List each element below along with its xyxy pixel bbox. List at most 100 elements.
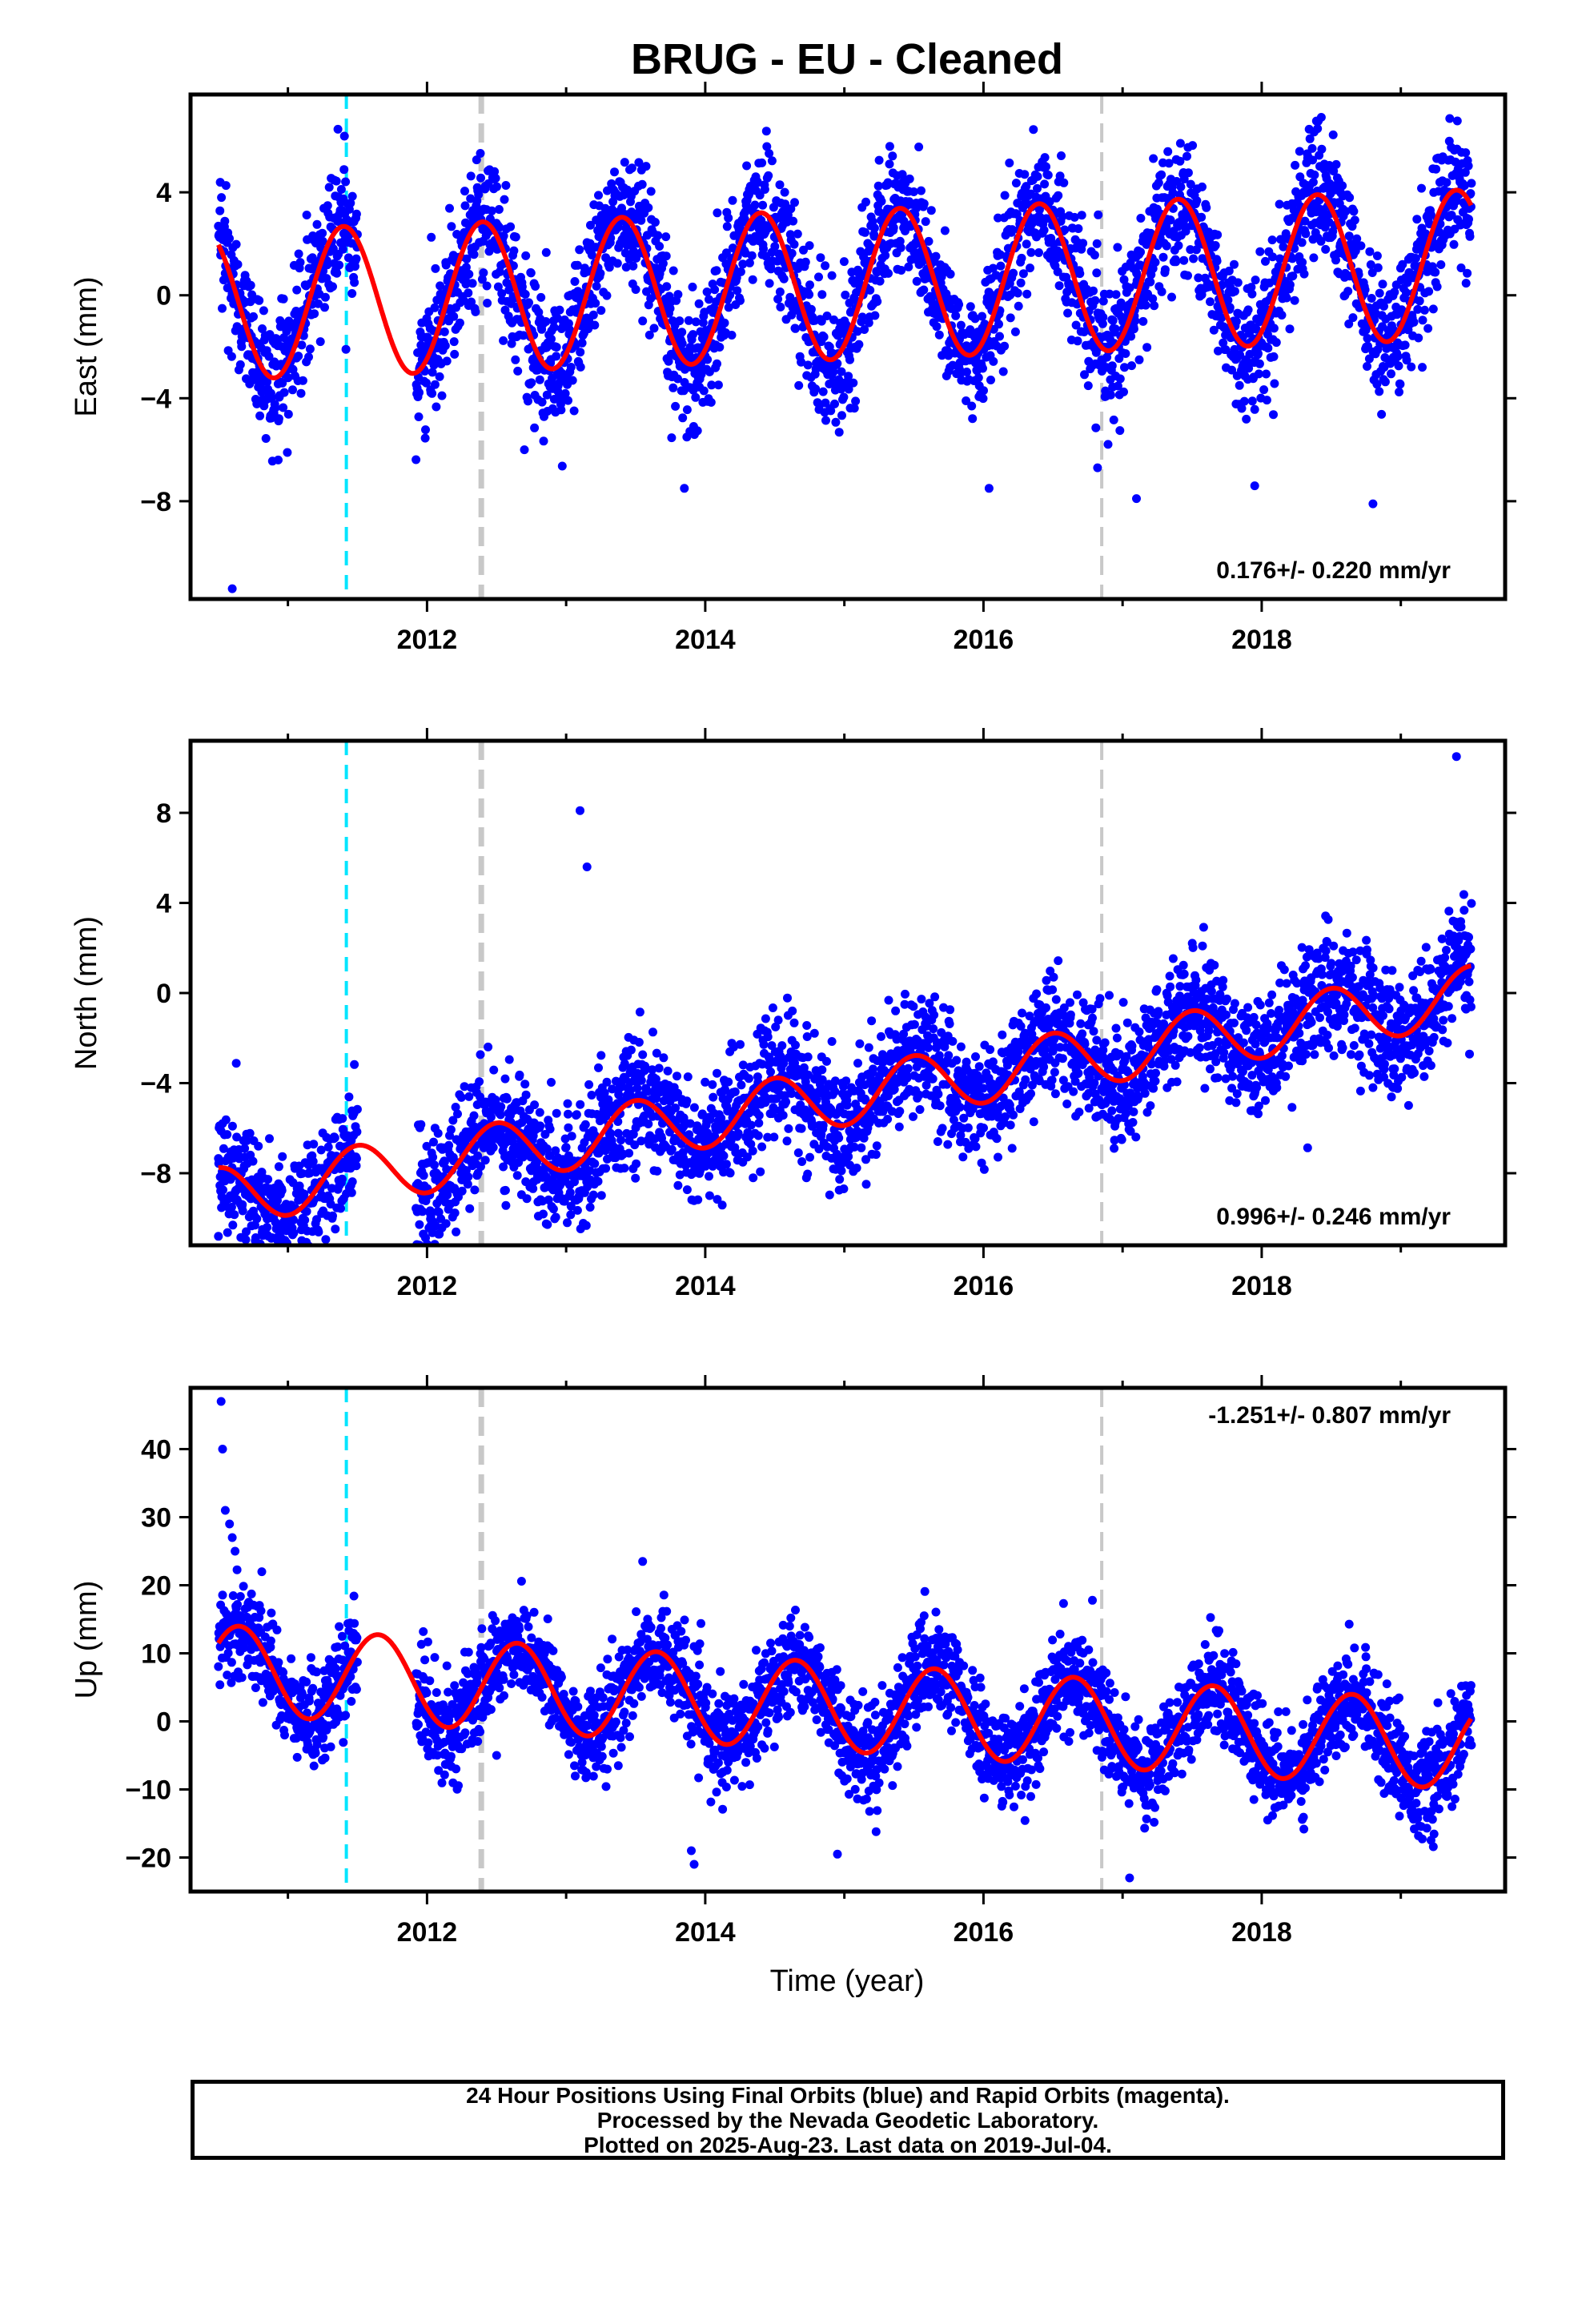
data-point (984, 484, 994, 493)
data-point (274, 455, 283, 464)
data-point (252, 1214, 262, 1224)
data-point (1058, 211, 1067, 221)
data-point (904, 262, 913, 271)
data-point (568, 376, 577, 385)
data-point (444, 1140, 454, 1150)
data-point (819, 332, 829, 342)
data-point (755, 191, 765, 200)
data-point (1033, 183, 1042, 193)
data-point (753, 1131, 763, 1140)
data-point (335, 260, 344, 270)
data-point (1295, 172, 1305, 182)
data-point (761, 1014, 770, 1023)
data-point (708, 1080, 717, 1089)
x-tick-label: 2014 (675, 625, 736, 655)
data-point (1026, 247, 1036, 257)
data-point (1403, 278, 1412, 287)
data-point (460, 1082, 469, 1092)
data-point (1026, 263, 1034, 273)
data-point (1126, 332, 1136, 341)
data-point (511, 232, 520, 242)
data-point (693, 1195, 703, 1204)
data-point (917, 186, 926, 195)
data-point (227, 584, 237, 593)
data-point (469, 250, 479, 259)
data-point (1321, 244, 1331, 254)
data-point (1432, 282, 1442, 292)
data-point (1338, 181, 1347, 191)
data-point (948, 1036, 958, 1046)
data-point (1275, 199, 1284, 209)
data-point (746, 1120, 756, 1130)
data-point (873, 297, 882, 306)
data-point (1235, 380, 1244, 390)
data-point (759, 244, 768, 254)
data-point (536, 1121, 545, 1131)
data-point (1182, 151, 1191, 161)
data-point (1239, 396, 1249, 406)
data-point (1268, 252, 1277, 262)
data-point (1316, 113, 1326, 122)
data-point (652, 1048, 661, 1058)
data-point (415, 1220, 424, 1229)
data-point (649, 324, 659, 333)
data-point (474, 190, 484, 199)
data-point (449, 337, 459, 347)
data-point (915, 1105, 925, 1114)
data-point (945, 1019, 954, 1028)
data-point (240, 1144, 250, 1153)
data-point (934, 330, 944, 340)
data-point (541, 317, 551, 326)
data-point (870, 311, 880, 320)
data-point (1247, 283, 1256, 292)
data-point (872, 267, 881, 277)
data-point (1419, 305, 1429, 315)
data-point (962, 396, 971, 405)
data-point (1209, 325, 1219, 335)
data-point (1129, 324, 1138, 334)
data-point (1364, 354, 1374, 364)
data-point (1344, 231, 1354, 241)
data-point (653, 231, 663, 240)
data-point (1098, 319, 1107, 328)
data-point (352, 1127, 362, 1136)
data-point (877, 1031, 885, 1041)
data-point (875, 276, 885, 286)
data-point (351, 254, 361, 263)
data-point (493, 282, 503, 292)
data-point (249, 312, 258, 321)
data-point (470, 1185, 480, 1195)
data-point (489, 1065, 499, 1075)
data-point (701, 1077, 710, 1087)
data-point (646, 187, 656, 196)
data-point (1309, 253, 1319, 263)
data-point (895, 1107, 905, 1116)
data-point (919, 199, 929, 208)
data-point (557, 461, 567, 471)
data-point (551, 1212, 560, 1222)
data-point (728, 195, 737, 205)
data-point (447, 222, 456, 231)
data-point (683, 1072, 693, 1082)
data-point (1262, 369, 1271, 379)
data-point (914, 143, 924, 151)
data-point (743, 1152, 752, 1162)
data-point (909, 1002, 918, 1011)
data-point (710, 1132, 720, 1141)
data-point (929, 1024, 938, 1034)
data-point (584, 1080, 594, 1089)
data-point (667, 1144, 677, 1154)
data-point (641, 162, 651, 171)
data-point (477, 275, 487, 284)
data-point (1372, 251, 1382, 260)
data-point (1083, 381, 1093, 391)
data-point (432, 402, 441, 412)
data-point (877, 196, 886, 206)
data-point (1299, 269, 1309, 279)
data-point (616, 1136, 626, 1145)
data-point (1179, 255, 1189, 265)
data-point (930, 1010, 939, 1019)
data-point (1162, 222, 1171, 231)
data-point (431, 263, 440, 273)
data-point (978, 394, 988, 404)
